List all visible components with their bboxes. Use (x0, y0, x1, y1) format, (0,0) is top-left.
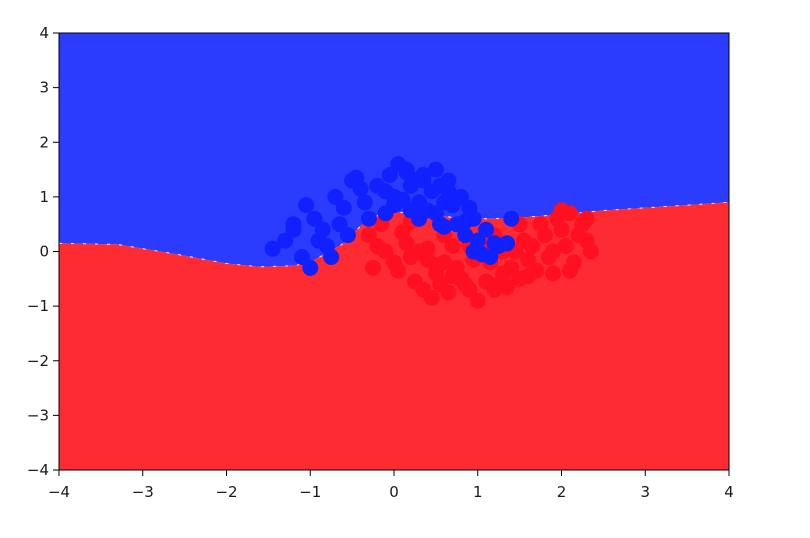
data-point-class-0 (436, 218, 453, 235)
decision-regions (59, 33, 729, 470)
region-class-1 (59, 202, 729, 470)
data-point-class-1 (578, 210, 595, 227)
x-tick-label: 2 (557, 483, 567, 501)
data-point-class-0 (427, 161, 444, 178)
data-point-class-1 (448, 259, 465, 276)
data-point-class-0 (503, 210, 520, 227)
data-point-class-0 (457, 213, 474, 230)
x-tick-label: 3 (640, 483, 650, 501)
data-point-class-0 (339, 227, 356, 244)
data-point-class-0 (285, 221, 302, 238)
data-point-class-0 (402, 202, 419, 219)
y-tick-label: 1 (39, 188, 49, 206)
x-tick-label: −2 (215, 483, 237, 501)
data-points (264, 156, 599, 309)
data-point-class-0 (327, 188, 344, 205)
data-point-class-1 (427, 257, 444, 274)
x-tick-label: −3 (132, 483, 154, 501)
data-point-class-0 (453, 188, 469, 205)
data-point-class-1 (440, 284, 457, 301)
data-point-class-0 (360, 210, 377, 227)
data-point-class-0 (465, 243, 482, 260)
data-point-class-1 (524, 238, 541, 254)
data-point-class-0 (386, 197, 402, 214)
x-tick-label: 0 (389, 483, 399, 501)
data-point-class-0 (457, 227, 474, 244)
data-point-class-0 (319, 238, 335, 254)
data-point-class-0 (335, 199, 352, 216)
data-point-class-1 (520, 268, 536, 285)
data-point-class-1 (365, 259, 382, 276)
data-point-class-1 (360, 227, 377, 244)
data-point-class-1 (402, 249, 419, 265)
x-tick-label: 1 (473, 483, 483, 501)
data-point-class-1 (377, 243, 394, 260)
y-tick-label: −3 (27, 406, 49, 424)
data-point-class-1 (398, 235, 415, 252)
data-point-class-1 (553, 202, 570, 219)
data-point-class-1 (582, 243, 599, 260)
data-point-class-1 (499, 279, 516, 295)
y-axis: 4 3 2 1 0 −1 −2 −3 −4 (27, 24, 59, 479)
x-tick-label: 4 (724, 483, 734, 501)
data-point-class-0 (264, 240, 281, 257)
data-point-class-1 (390, 262, 407, 279)
y-tick-label: −1 (27, 297, 49, 315)
data-point-class-0 (314, 221, 331, 238)
data-point-class-1 (532, 216, 549, 233)
data-point-class-1 (419, 240, 436, 257)
data-point-class-0 (478, 221, 495, 238)
data-point-class-0 (356, 194, 373, 211)
data-point-class-1 (503, 259, 520, 276)
x-tick-label: −4 (48, 483, 70, 501)
data-point-class-0 (440, 172, 457, 189)
data-point-class-1 (540, 249, 557, 265)
data-point-class-1 (444, 238, 461, 254)
data-point-class-1 (423, 289, 440, 306)
data-point-class-0 (398, 164, 415, 181)
data-point-class-1 (469, 292, 486, 309)
data-point-class-1 (545, 265, 562, 282)
y-tick-label: −4 (27, 461, 49, 479)
x-tick-label: −1 (299, 483, 321, 501)
data-point-class-0 (402, 177, 419, 194)
data-point-class-1 (557, 238, 574, 254)
x-axis: −4 −3 −2 −1 0 1 2 3 4 (48, 470, 734, 501)
y-tick-label: 2 (39, 133, 49, 151)
data-point-class-0 (306, 210, 323, 227)
data-point-class-0 (293, 249, 310, 265)
y-tick-label: 0 (39, 243, 49, 261)
data-point-class-0 (277, 232, 294, 249)
data-point-class-1 (520, 251, 536, 268)
data-point-class-0 (381, 167, 398, 183)
y-tick-label: −2 (27, 352, 49, 370)
data-point-class-0 (482, 249, 499, 265)
data-point-class-0 (331, 216, 348, 233)
y-tick-label: 3 (39, 79, 49, 97)
data-point-class-0 (415, 167, 432, 183)
data-point-class-0 (348, 169, 365, 186)
data-point-class-0 (302, 259, 319, 276)
data-point-class-1 (457, 276, 474, 293)
y-tick-label: 4 (39, 24, 49, 42)
data-point-class-0 (298, 197, 315, 214)
data-point-class-1 (561, 262, 578, 279)
data-point-class-0 (499, 235, 516, 252)
